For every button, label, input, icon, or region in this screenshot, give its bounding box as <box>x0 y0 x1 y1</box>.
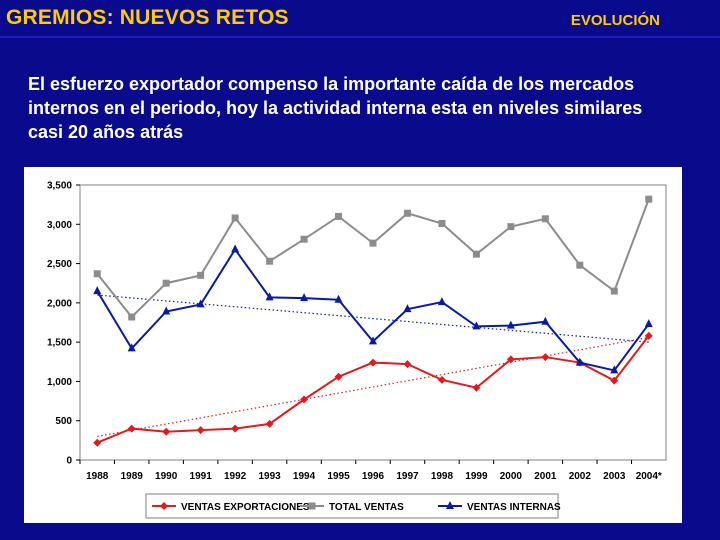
data-point <box>162 427 171 436</box>
data-point <box>507 223 515 231</box>
legend-label: TOTAL VENTAS <box>329 502 404 513</box>
y-tick-label: 1,500 <box>47 338 72 349</box>
data-point <box>196 299 205 308</box>
y-tick-label: 0 <box>66 456 72 467</box>
data-point <box>231 244 240 253</box>
data-point <box>645 195 653 203</box>
x-tick-label: 1994 <box>293 471 316 482</box>
legend-marker <box>308 502 316 510</box>
x-tick-label: 2000 <box>500 471 523 482</box>
data-point <box>93 438 102 447</box>
data-point <box>335 212 343 220</box>
chart-panel: 0 500 1,000 1,500 2,000 2,500 3,000 3,500 1988 19… <box>24 167 682 523</box>
trendline <box>97 336 649 438</box>
legend-label: VENTAS EXPORTACIONES <box>181 502 310 513</box>
x-tick-label: 1996 <box>362 471 385 482</box>
data-point <box>644 319 653 328</box>
data-point <box>403 360 412 369</box>
data-point <box>197 271 205 279</box>
data-point <box>644 331 653 340</box>
data-point <box>472 383 481 392</box>
x-tick-label: 1993 <box>258 471 281 482</box>
data-point <box>369 239 377 247</box>
plot-area <box>79 184 667 461</box>
data-point <box>437 375 446 384</box>
data-point <box>610 376 619 385</box>
data-point <box>575 357 584 366</box>
header-divider <box>0 36 720 38</box>
x-tick-label: 2003 <box>603 471 626 482</box>
data-point <box>334 294 343 303</box>
data-point <box>369 358 377 367</box>
data-point <box>506 320 515 329</box>
y-tick-label: 2,000 <box>47 298 72 309</box>
data-point <box>300 293 309 302</box>
data-point <box>506 355 515 364</box>
section-label: EVOLUCIÓN <box>570 12 660 29</box>
legend-label: VENTAS INTERNAS <box>467 502 561 513</box>
legend-marker <box>160 502 168 510</box>
y-tick-label: 3,000 <box>47 220 72 231</box>
x-tick-label: 1989 <box>121 471 144 482</box>
data-point <box>162 306 171 315</box>
x-tick-label: 1988 <box>86 471 109 482</box>
y-tick-label: 3,500 <box>47 181 72 192</box>
data-point <box>403 304 412 313</box>
header-bar: GREMIOS: NUEVOS RETOS EVOLUCIÓN <box>0 0 720 38</box>
data-point <box>472 321 481 330</box>
y-tick-label: 1,000 <box>47 377 72 388</box>
x-tick-label: 2002 <box>569 471 592 482</box>
legend-box <box>145 493 559 519</box>
data-point <box>369 336 377 345</box>
data-point <box>300 395 309 404</box>
x-tick-label: 1999 <box>465 471 488 482</box>
data-point <box>231 424 240 433</box>
x-tick-label: 1995 <box>327 471 350 482</box>
data-point <box>127 343 136 352</box>
x-tick-label: 1992 <box>224 471 247 482</box>
data-point <box>610 365 619 374</box>
data-point <box>576 261 584 269</box>
data-point <box>266 257 274 265</box>
data-point <box>541 316 550 325</box>
data-point <box>300 235 308 243</box>
line-chart: 0 500 1,000 1,500 2,000 2,500 3,000 3,500 1988 19… <box>47 181 667 519</box>
x-tick-label: 1998 <box>431 471 454 482</box>
x-tick-label: 1997 <box>396 471 419 482</box>
subtitle-text: El esfuerzo exportador compenso la impor… <box>28 74 643 142</box>
data-point <box>196 426 205 435</box>
data-point <box>541 215 549 223</box>
data-point <box>162 279 170 287</box>
x-tick-label: 1990 <box>155 471 178 482</box>
data-point <box>541 353 550 362</box>
data-point <box>403 209 411 217</box>
data-point <box>265 292 274 301</box>
data-point <box>437 297 446 306</box>
data-point <box>610 287 618 295</box>
x-tick-label: 2001 <box>534 471 557 482</box>
data-point <box>231 214 239 222</box>
x-tick-label: 2004* <box>636 471 662 482</box>
data-point <box>334 372 343 381</box>
data-point <box>265 419 274 428</box>
y-tick-label: 2,500 <box>47 259 72 270</box>
y-tick-label: 500 <box>55 416 72 427</box>
data-point <box>93 270 101 278</box>
legend-marker <box>446 501 454 509</box>
x-tick-label: 1991 <box>190 471 213 482</box>
data-point <box>128 313 136 321</box>
page-title: GREMIOS: NUEVOS RETOS <box>6 6 289 29</box>
data-point <box>438 220 446 227</box>
data-point <box>472 250 480 258</box>
data-point <box>93 286 102 295</box>
